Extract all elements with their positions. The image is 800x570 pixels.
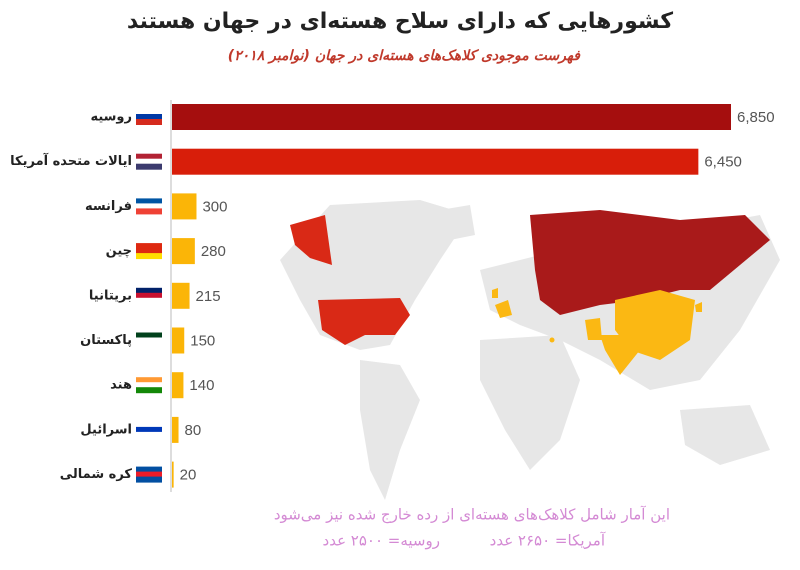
y-tick-label: پاکستان [80, 333, 132, 348]
flag [136, 421, 162, 428]
flag [136, 466, 162, 473]
note: این آمار شامل کلاهک‌های هسته‌ای از رده خ… [274, 506, 670, 525]
flag [136, 332, 162, 339]
value-label: 6,850 [737, 109, 775, 126]
value-label: 20 [180, 467, 197, 484]
y-tick-label: چین [106, 244, 132, 259]
world-map [280, 200, 780, 500]
flag [136, 253, 162, 260]
flag [136, 297, 162, 304]
flag [136, 114, 162, 120]
value-label: 215 [196, 288, 221, 305]
value-label: 80 [185, 422, 202, 439]
bar [172, 193, 197, 220]
bar [172, 282, 190, 309]
y-tick-label: بریتانیا [89, 288, 132, 303]
y-tick-label: ایالات متحده آمریکا [10, 152, 132, 169]
flag [136, 243, 162, 250]
flag [136, 119, 162, 125]
flag [136, 342, 162, 349]
flag [136, 198, 162, 205]
chart-subtitle: فهرست موجودی کلاهک‌های هسته‌ای در جهان (… [228, 48, 582, 64]
note: آمریکا= ۲۶۵۰ عدد [490, 532, 606, 550]
value-label: 150 [190, 332, 215, 349]
flag [136, 153, 162, 160]
flag [136, 158, 162, 165]
flag [136, 476, 162, 483]
flag [136, 431, 162, 438]
flag [136, 337, 162, 344]
value-label: 140 [189, 377, 214, 394]
y-tick-label: فرانسه [85, 199, 132, 214]
flag [136, 163, 162, 170]
bar [172, 148, 699, 175]
flag [136, 471, 162, 478]
bar [172, 461, 174, 488]
value-label: 280 [201, 243, 226, 260]
flag [136, 109, 162, 115]
value-label: 6,450 [704, 154, 742, 171]
flag [136, 248, 162, 255]
flag [136, 377, 162, 384]
chart-title: کشورهایی که دارای سلاح هسته‌ای در جهان ه… [127, 9, 673, 34]
y-tick-label: هند [110, 378, 132, 393]
bar [172, 327, 185, 354]
flag [136, 203, 162, 210]
flag [136, 382, 162, 389]
bar [172, 238, 195, 265]
bar [172, 372, 184, 399]
flag [136, 292, 162, 299]
y-tick-label: روسیه [90, 110, 132, 125]
flag [136, 426, 162, 433]
y-tick-label: کره شمالی [60, 467, 133, 482]
flag [136, 387, 162, 394]
bar [172, 104, 731, 130]
flag [136, 208, 162, 215]
note: روسیه= ۲۵۰۰ عدد [323, 532, 440, 550]
y-tick-label: اسرائیل [80, 422, 132, 437]
value-label: 300 [202, 198, 227, 215]
flag [136, 287, 162, 294]
bar [172, 416, 179, 443]
